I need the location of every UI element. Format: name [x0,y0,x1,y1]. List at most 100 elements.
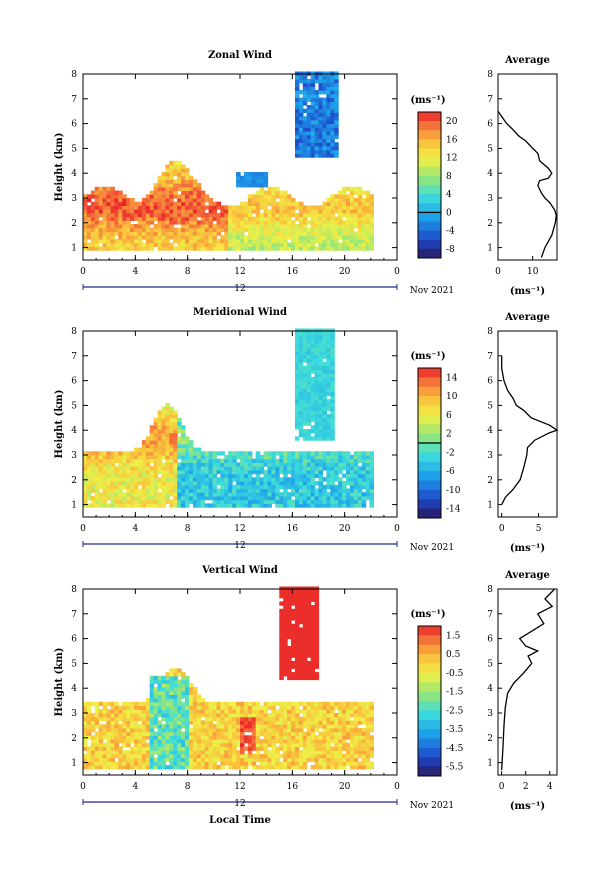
heatmap-cell [279,499,284,504]
heatmap-cell [295,131,300,136]
heatmap-cell [161,679,166,684]
heatmap-cell [267,194,272,199]
heatmap-cell [302,503,308,508]
heatmap-cell [83,746,88,751]
heatmap-cell [102,209,108,214]
heatmap-cell [137,220,143,225]
heatmap-cell [334,116,339,121]
heatmap-cell [318,753,323,759]
heatmap-cell [310,205,316,210]
heatmap-cell [110,499,115,504]
heatmap-cell [161,705,166,710]
heatmap-cell [169,421,174,426]
heatmap-cell [314,358,320,363]
heatmap-cell [165,432,170,437]
heatmap-cell [126,231,131,236]
heatmap-cell [349,499,355,504]
heatmap-cell [314,646,320,651]
heatmap-cell [247,720,253,725]
heatmap-cell [185,675,190,681]
heatmap-cell [102,190,108,195]
heatmap-cell [204,477,210,482]
heatmap-cell [271,761,276,766]
heatmap-cell [118,724,123,729]
heatmap-cell [157,701,163,707]
heatmap-cell [326,116,331,121]
heatmap-cell [196,757,202,762]
heatmap-cell [228,451,233,456]
heatmap-cell [86,205,92,210]
heatmap-cell [298,709,304,714]
heatmap-cell [326,131,331,136]
heatmap-cell [306,220,312,225]
heatmap-cell [314,75,320,80]
average-x-tick-label: 4 [547,782,553,792]
heatmap-cell [240,765,245,770]
heatmap-cell [314,116,320,121]
heatmap-cell [185,690,190,695]
heatmap-cell [283,746,288,751]
heatmap-cell [330,481,335,486]
heatmap-cell [220,742,225,748]
heatmap-cell [161,698,166,703]
heatmap-cell [110,724,115,729]
heatmap-cell [302,343,308,348]
heatmap-cell [247,492,253,497]
heatmap-cell [365,462,371,467]
heatmap-cell [279,220,284,225]
heatmap-cell [298,590,304,595]
heatmap-cell [298,235,304,240]
heatmap-cell [361,742,367,748]
heatmap-cell [110,198,115,203]
heatmap-cell [314,455,320,460]
heatmap-cell [130,205,135,210]
heatmap-cell [243,757,249,762]
heatmap-cell [90,481,96,486]
heatmap-cell [255,231,261,236]
heatmap-cell [196,742,202,748]
heatmap-cell [291,462,296,467]
heatmap-cell [196,750,202,755]
heatmap-cell [200,231,206,236]
heatmap-cell [295,227,300,233]
heatmap-cell [114,488,119,493]
heatmap-cell [295,242,300,247]
heatmap-cell [271,716,276,721]
heatmap-cell [318,79,323,84]
heatmap-cell [314,209,320,214]
heatmap-cell [310,765,316,770]
heatmap-cell [236,473,241,478]
heatmap-cell [236,492,241,497]
heatmap-cell [181,672,186,677]
heatmap-cell [283,709,288,714]
heatmap-cell [118,235,123,240]
heatmap-cell [189,757,194,762]
heatmap-cell [177,198,182,203]
heatmap-cell [196,492,202,497]
heatmap-cell [126,477,131,482]
heatmap-cell [369,724,374,729]
heatmap-cell [310,620,316,625]
x-tick-label: 12 [234,524,245,534]
heatmap-cell [357,242,363,247]
heatmap-cell [306,86,312,91]
heatmap-cell [90,194,96,199]
heatmap-cell [90,242,96,247]
heatmap-cell [334,123,339,128]
heatmap-cell [114,484,119,490]
heatmap-cell [145,198,151,203]
heatmap-cell [220,216,225,221]
heatmap-cell [145,451,151,456]
heatmap-cell [196,724,202,729]
heatmap-cell [94,492,100,497]
heatmap-cell [185,212,190,218]
heatmap-cell [283,495,288,501]
heatmap-cell [90,503,96,508]
heatmap-cell [98,753,104,759]
heatmap-cell [275,750,280,755]
heatmap-cell [98,466,104,471]
heatmap-cell [334,701,339,707]
heatmap-cell [283,238,288,244]
colorbar-segment [418,203,441,213]
heatmap-cell [369,194,374,199]
